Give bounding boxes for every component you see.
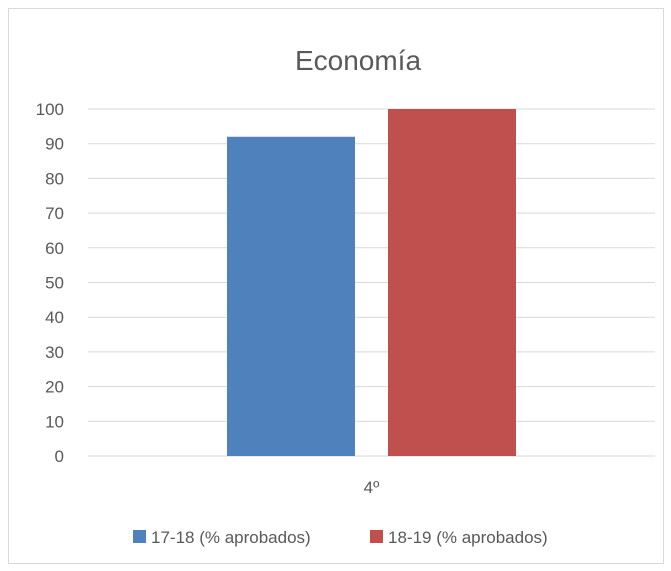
x-axis-ticks: 4º bbox=[364, 478, 380, 497]
y-tick-label: 90 bbox=[45, 135, 64, 154]
y-tick-label: 10 bbox=[45, 412, 64, 431]
legend-label: 17-18 (% aprobados) bbox=[151, 528, 311, 547]
y-tick-label: 40 bbox=[45, 308, 64, 327]
legend-label: 18-19 (% aprobados) bbox=[388, 528, 548, 547]
x-tick-label: 4º bbox=[364, 478, 380, 497]
gridlines bbox=[88, 108, 655, 457]
legend: 17-18 (% aprobados) 18-19 (% aprobados) bbox=[133, 528, 548, 547]
chart-title: Economía bbox=[295, 45, 421, 76]
y-tick-label: 70 bbox=[45, 204, 64, 223]
y-tick-label: 50 bbox=[45, 274, 64, 293]
legend-swatch bbox=[133, 530, 146, 543]
y-tick-label: 80 bbox=[45, 169, 64, 188]
y-tick-label: 20 bbox=[45, 378, 64, 397]
y-tick-label: 100 bbox=[36, 100, 64, 119]
bars bbox=[227, 109, 516, 456]
bar-17-18-aprobados bbox=[227, 136, 355, 456]
legend-swatch bbox=[370, 530, 383, 543]
bar-18-19-aprobados bbox=[388, 109, 516, 456]
y-tick-label: 0 bbox=[55, 447, 64, 466]
y-tick-label: 30 bbox=[45, 343, 64, 362]
y-axis-ticks: 0 10 20 30 40 50 60 70 80 90 100 bbox=[36, 100, 64, 466]
y-tick-label: 60 bbox=[45, 239, 64, 258]
